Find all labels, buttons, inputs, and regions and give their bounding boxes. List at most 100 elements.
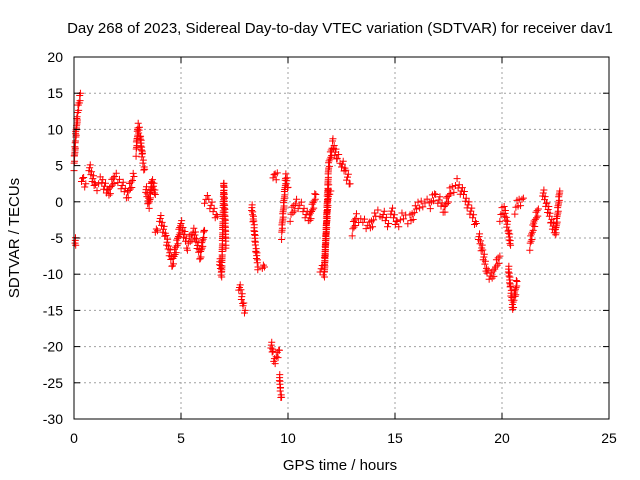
data-point (443, 200, 451, 208)
data-point (181, 227, 189, 235)
data-point (165, 242, 173, 250)
data-point (450, 188, 458, 196)
data-point (350, 223, 358, 231)
data-point (200, 234, 208, 242)
data-point (534, 205, 542, 213)
data-point (220, 194, 228, 202)
data-point (197, 246, 205, 254)
data-point (466, 210, 474, 218)
data-point (121, 184, 129, 192)
data-point (423, 195, 431, 203)
data-point (205, 195, 213, 203)
data-point (110, 180, 118, 188)
data-point (282, 170, 290, 178)
data-point (480, 250, 488, 258)
data-point (191, 231, 199, 239)
data-point (460, 188, 468, 196)
data-point (128, 176, 136, 184)
data-point (152, 225, 160, 233)
data-point (555, 196, 563, 204)
data-point (260, 263, 268, 271)
data-point (317, 265, 325, 273)
data-point (104, 185, 112, 193)
data-point (370, 216, 378, 224)
data-point (445, 198, 452, 206)
data-point (190, 224, 198, 232)
x-tick-label: 0 (70, 430, 78, 446)
data-point (472, 220, 480, 228)
data-point (90, 182, 98, 190)
data-point (492, 263, 500, 271)
data-point (310, 204, 318, 212)
data-point (548, 215, 556, 223)
data-point (339, 157, 347, 165)
data-point (410, 209, 418, 217)
data-point (160, 222, 168, 230)
data-point (251, 228, 259, 236)
data-point (106, 184, 114, 192)
data-point (369, 223, 377, 231)
data-point (132, 152, 140, 160)
data-point (511, 292, 519, 300)
data-point (194, 242, 202, 250)
data-point (172, 249, 180, 257)
data-point (330, 141, 338, 149)
y-tick-label: -5 (51, 230, 64, 246)
data-point (484, 266, 492, 274)
data-point (395, 223, 403, 231)
data-point (444, 192, 452, 200)
data-point (502, 213, 510, 221)
data-point (147, 194, 155, 202)
y-tick-label: 10 (47, 121, 63, 137)
data-point (445, 191, 453, 199)
data-point (400, 215, 408, 223)
data-point (540, 186, 548, 194)
data-point (541, 193, 549, 201)
data-point (553, 218, 561, 226)
data-point (180, 230, 188, 238)
data-point (351, 216, 359, 224)
data-point (416, 204, 424, 212)
data-point (126, 179, 134, 187)
data-point (332, 145, 340, 153)
data-point (361, 215, 369, 223)
data-point (199, 242, 207, 250)
data-point (453, 175, 461, 183)
data-point (385, 220, 393, 228)
data-point (344, 170, 352, 178)
data-point (101, 179, 109, 187)
data-point (124, 188, 131, 196)
data-point (501, 206, 509, 214)
data-point (183, 246, 191, 254)
data-point (89, 172, 97, 180)
data-point (477, 237, 485, 245)
x-tick-label: 25 (601, 430, 617, 446)
y-tick-label: -30 (43, 411, 63, 427)
data-point (431, 190, 439, 198)
data-point (157, 212, 165, 220)
data-point (197, 253, 205, 261)
data-point (518, 195, 526, 203)
data-point (278, 393, 286, 401)
data-point (528, 228, 536, 236)
data-point (490, 272, 498, 280)
y-tick-label: -15 (43, 302, 63, 318)
data-point (212, 210, 220, 218)
axis-ticks: 0 5 10 15 20 25 -30 -25 -20 -15 -10 -5 0 5 10 15 20 (43, 49, 617, 446)
data-point (129, 169, 137, 177)
data-point (306, 216, 314, 224)
data-point (209, 208, 217, 216)
data-point (374, 206, 382, 214)
data-point (119, 178, 127, 186)
data-point (404, 220, 412, 228)
data-point (442, 194, 450, 202)
data-point (419, 203, 427, 211)
data-point (505, 269, 513, 277)
data-point (322, 246, 330, 254)
data-point (458, 184, 466, 192)
data-point (412, 205, 420, 213)
x-axis-label: GPS time / hours (283, 457, 397, 474)
data-point (99, 176, 107, 184)
data-point (77, 178, 85, 186)
data-point (272, 353, 280, 361)
